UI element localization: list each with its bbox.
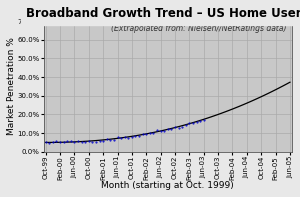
Y-axis label: Market Penetration %: Market Penetration % [7, 37, 16, 135]
X-axis label: Month (starting at Oct. 1999): Month (starting at Oct. 1999) [101, 181, 234, 190]
Text: (Extrapolated from: Nielsen//NetRatings data): (Extrapolated from: Nielsen//NetRatings … [111, 24, 287, 33]
Title: Broadband Growth Trend – US Home Users: Broadband Growth Trend – US Home Users [26, 7, 300, 20]
